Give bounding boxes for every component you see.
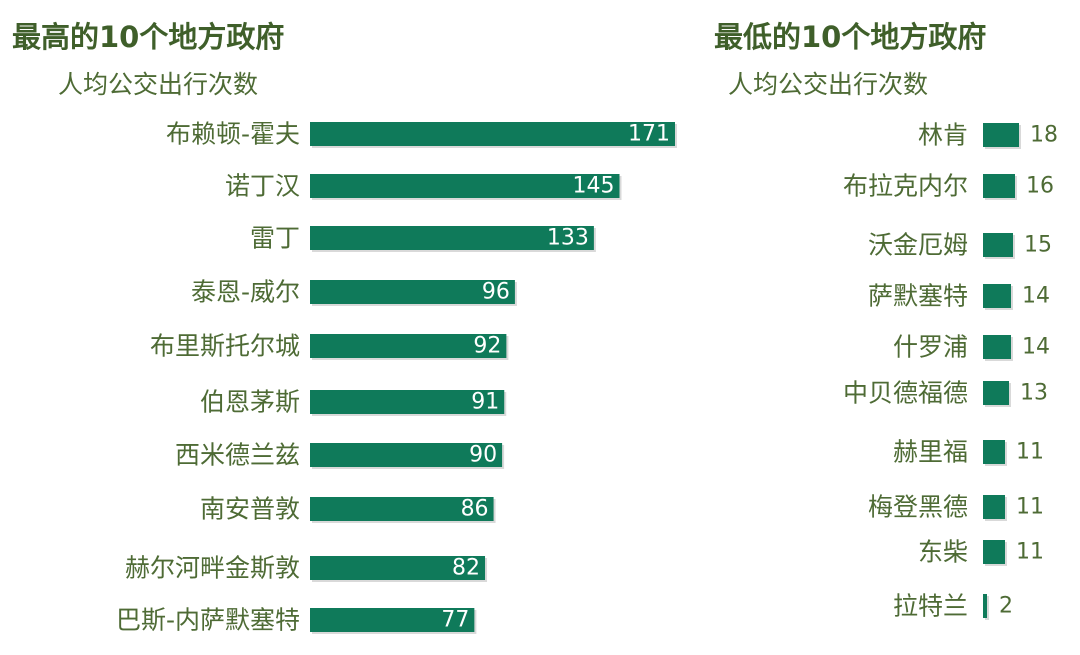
right-chart-title: 最低的10个地方政府 [714,20,987,54]
left-category-label: 南安普敦 [200,495,300,524]
left-value-label: 92 [473,334,501,359]
left-bar [310,497,494,521]
right-category-label: 布拉克内尔 [843,172,968,201]
left-bar [310,608,475,632]
left-value-label: 77 [441,608,469,633]
left-bar [310,226,594,250]
left-category-label: 伯恩茅斯 [200,388,300,417]
left-category-label: 雷丁 [250,224,300,253]
right-category-label: 东柴 [918,538,968,567]
right-chart-group: 林肯 18 布拉克内尔 16 沃金厄姆 15 萨默塞特 14 什罗浦 14 中贝德福德 13 赫里福 11… [843,121,1058,621]
right-bar [983,495,1005,519]
right-bar [983,123,1019,147]
right-bar [983,594,987,618]
left-value-label: 90 [469,443,497,468]
right-category-label: 梅登黑德 [868,493,968,522]
right-bar [983,381,1009,405]
right-category-label: 什罗浦 [893,333,968,362]
left-category-label: 泰恩-威尔 [191,278,300,307]
right-category-label: 沃金厄姆 [868,231,968,260]
right-value-label: 14 [1022,335,1050,360]
right-value-label: 2 [999,594,1013,619]
left-bar [310,122,675,146]
right-chart-subtitle: 人均公交出行次数 [728,70,929,99]
right-bar [983,233,1013,257]
right-value-label: 18 [1030,123,1058,148]
right-category-label: 拉特兰 [893,592,968,621]
left-bar [310,334,507,358]
right-value-label: 11 [1016,440,1044,465]
left-value-label: 145 [573,174,615,199]
left-bar [310,443,503,467]
right-bar [983,440,1005,464]
right-bar [983,540,1005,564]
left-category-label: 布赖顿-霍夫 [166,120,300,149]
left-category-label: 巴斯-内萨默塞特 [116,606,300,635]
left-value-label: 171 [628,122,670,147]
right-value-label: 11 [1016,540,1044,565]
right-category-label: 赫里福 [893,438,968,467]
left-category-label: 赫尔河畔金斯敦 [125,554,300,583]
left-category-label: 诺丁汉 [225,172,300,201]
left-chart-subtitle: 人均公交出行次数 [58,70,259,99]
right-category-label: 中贝德福德 [843,379,968,408]
left-bar [310,556,486,580]
left-category-label: 布里斯托尔城 [150,332,300,361]
right-value-label: 14 [1022,284,1050,309]
left-category-label: 西米德兰兹 [175,441,300,470]
right-bar [983,284,1011,308]
left-bar [310,174,620,198]
left-bar [310,280,515,304]
left-value-label: 82 [452,556,480,581]
left-bar [310,390,505,414]
right-value-label: 16 [1026,174,1054,199]
right-value-label: 15 [1024,233,1052,258]
left-chart-title: 最高的10个地方政府 [12,20,285,54]
left-chart-group: 布赖顿-霍夫 171 诺丁汉 145 雷丁 133 泰恩-威尔 96 布里斯托尔城 92 伯恩茅斯 9… [116,120,677,635]
left-value-label: 96 [482,280,510,305]
right-value-label: 11 [1016,495,1044,520]
right-category-label: 林肯 [918,121,968,150]
left-value-label: 86 [461,497,489,522]
right-category-label: 萨默塞特 [868,282,968,311]
left-value-label: 133 [547,226,589,251]
right-bar [983,174,1015,198]
right-bar [983,335,1011,359]
right-value-label: 13 [1020,381,1048,406]
left-value-label: 91 [471,390,499,415]
